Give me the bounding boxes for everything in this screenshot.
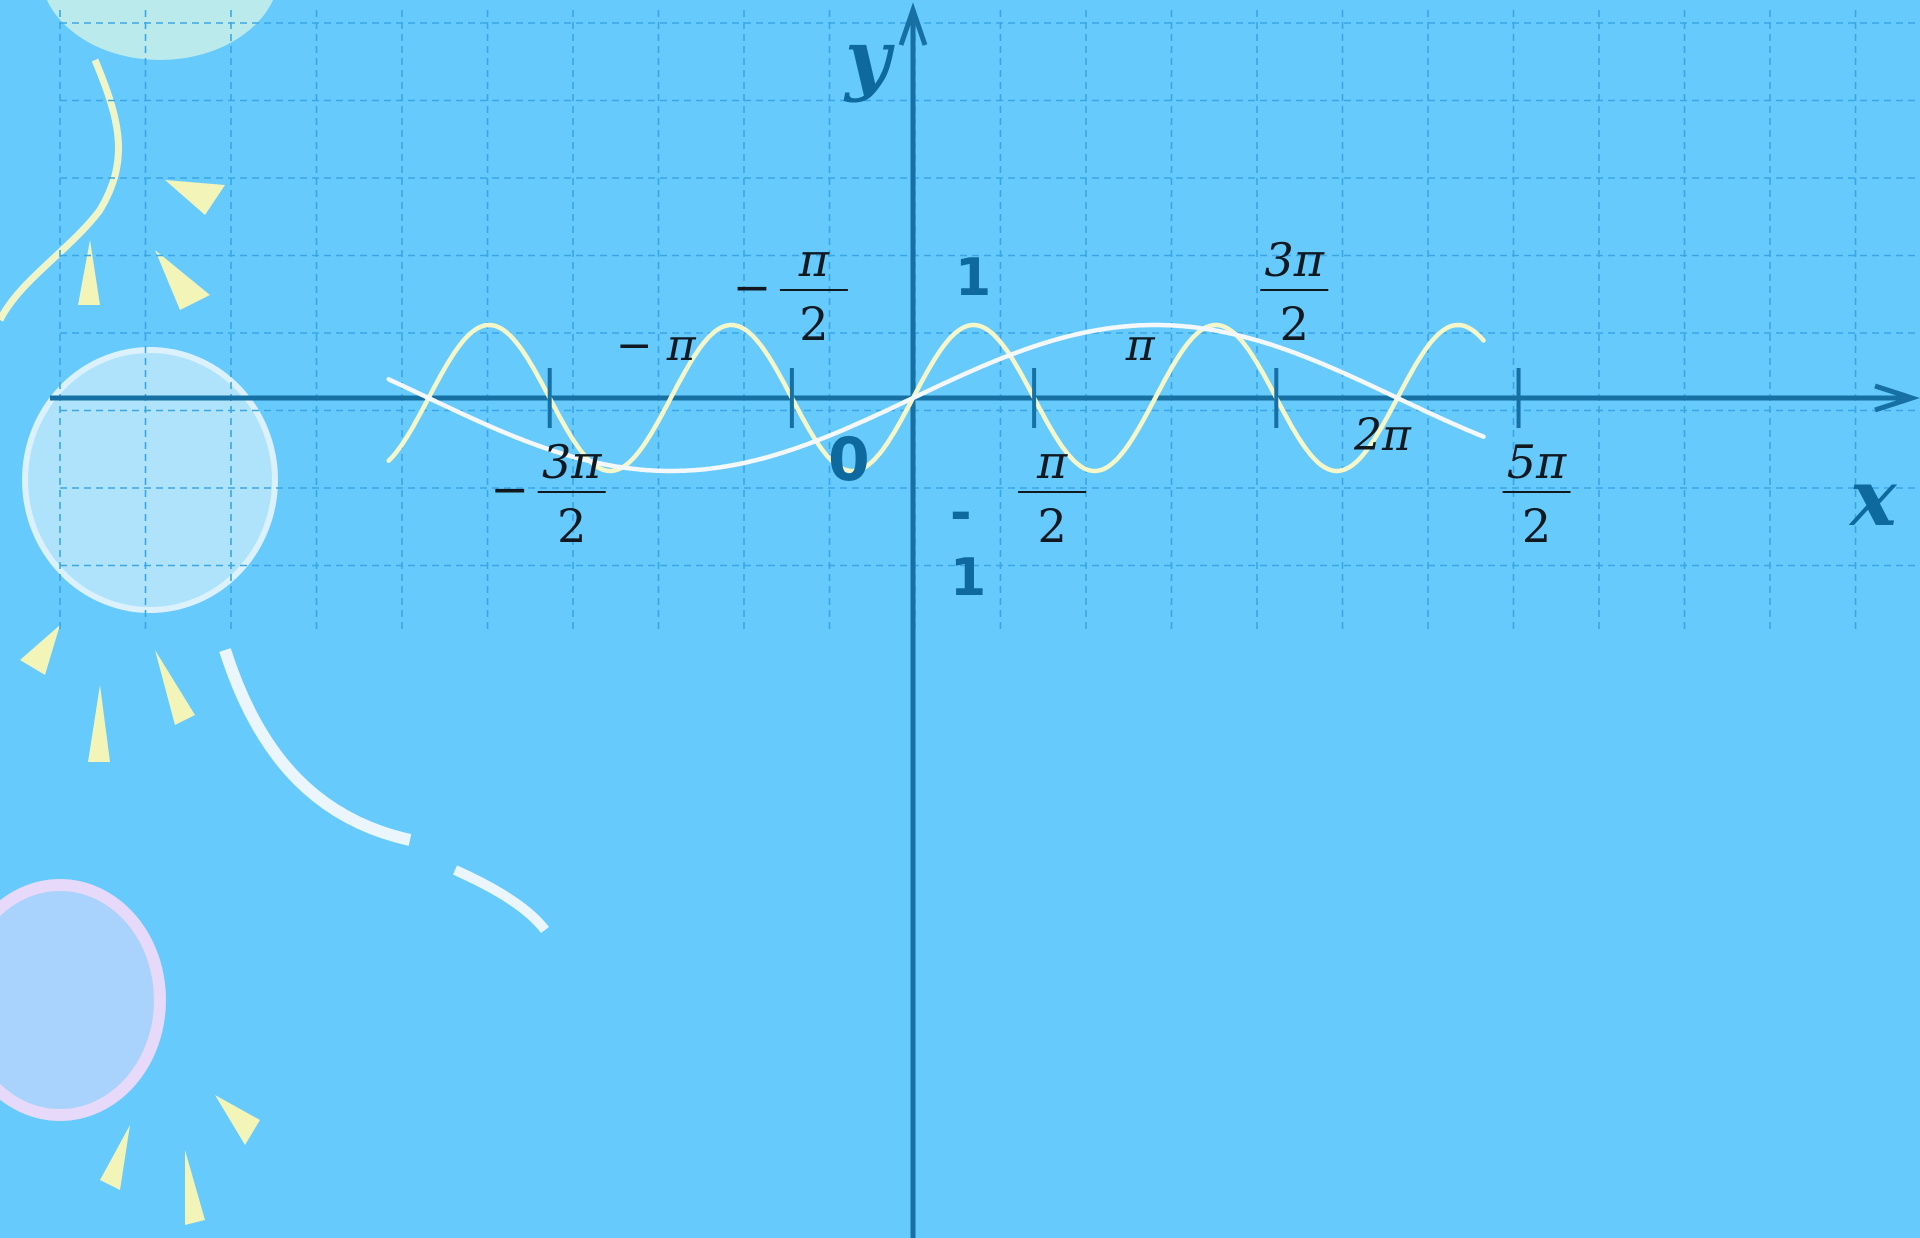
x-tick-label-minus: −: [490, 462, 529, 516]
balloon-decorations: [0, 0, 549, 1225]
y-tick-label-minus-1: 1: [950, 548, 986, 608]
y-axis-arrow: [898, 2, 928, 46]
origin-label: 0: [828, 425, 870, 495]
balloon-string-icon: [0, 58, 122, 322]
balloon-white-icon: [22, 347, 278, 613]
x-tick-label-numerator: 3π: [1265, 233, 1325, 287]
x-tick-label: − π: [616, 320, 697, 371]
x-tick-label: 2π: [1353, 410, 1412, 461]
x-tick-label-denominator: 2: [1037, 499, 1066, 553]
series-layer: [386, 322, 1486, 474]
x-tick-label-denominator: 2: [799, 297, 828, 351]
x-tick-label-numerator: π: [1036, 435, 1068, 489]
y-tick-label-minus-sign: -: [950, 483, 972, 543]
x-tick-label-denominator: 2: [1280, 297, 1309, 351]
balloon-string-icon: [219, 648, 412, 846]
x-tick-label-denominator: 2: [1522, 499, 1551, 553]
y-tick-label-1: 1: [955, 248, 991, 308]
x-tick-label-numerator: 5π: [1507, 435, 1567, 489]
x-axis-label: x: [1848, 453, 1898, 544]
series-line-2: [386, 322, 1486, 474]
x-tick-label-minus: −: [733, 260, 772, 314]
grid: [59, 10, 1920, 630]
x-axis-arrow: [1874, 383, 1920, 413]
x-tick-label-denominator: 2: [557, 499, 586, 553]
axes: [50, 2, 1920, 1238]
balloon-yellow-icon: [46, 0, 274, 60]
x-tick-label: π: [1125, 320, 1156, 371]
labels: x y 0 1 - 1: [828, 13, 1898, 608]
sparkle-rays-icon: [20, 180, 260, 1225]
series-line-1: [386, 322, 1486, 474]
x-tick-label-numerator: 3π: [542, 435, 602, 489]
x-tick-label-numerator: π: [798, 233, 830, 287]
balloon-pink-icon: [0, 879, 166, 1121]
balloon-string-icon: [452, 865, 549, 934]
y-axis-label: y: [843, 13, 895, 104]
